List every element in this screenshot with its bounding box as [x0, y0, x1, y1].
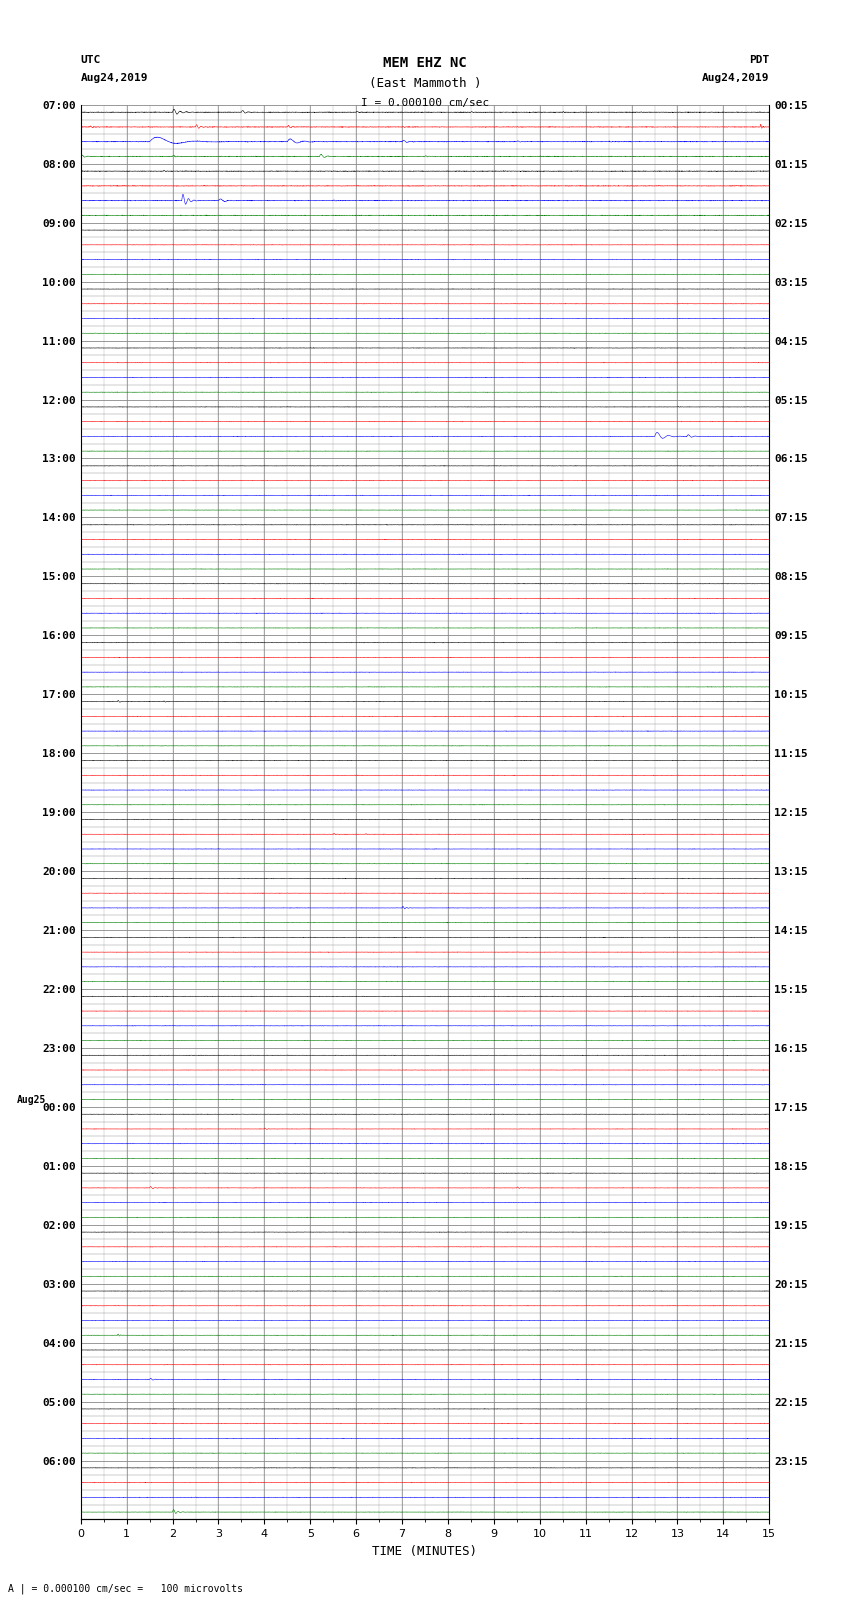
Text: Aug25: Aug25	[16, 1095, 46, 1105]
Text: MEM EHZ NC: MEM EHZ NC	[383, 56, 467, 71]
Text: (East Mammoth ): (East Mammoth )	[369, 77, 481, 90]
Text: UTC: UTC	[81, 55, 101, 65]
X-axis label: TIME (MINUTES): TIME (MINUTES)	[372, 1545, 478, 1558]
Text: A | = 0.000100 cm/sec =   100 microvolts: A | = 0.000100 cm/sec = 100 microvolts	[8, 1582, 243, 1594]
Text: Aug24,2019: Aug24,2019	[81, 73, 148, 82]
Text: I = 0.000100 cm/sec: I = 0.000100 cm/sec	[361, 98, 489, 108]
Text: PDT: PDT	[749, 55, 769, 65]
Text: Aug24,2019: Aug24,2019	[702, 73, 769, 82]
